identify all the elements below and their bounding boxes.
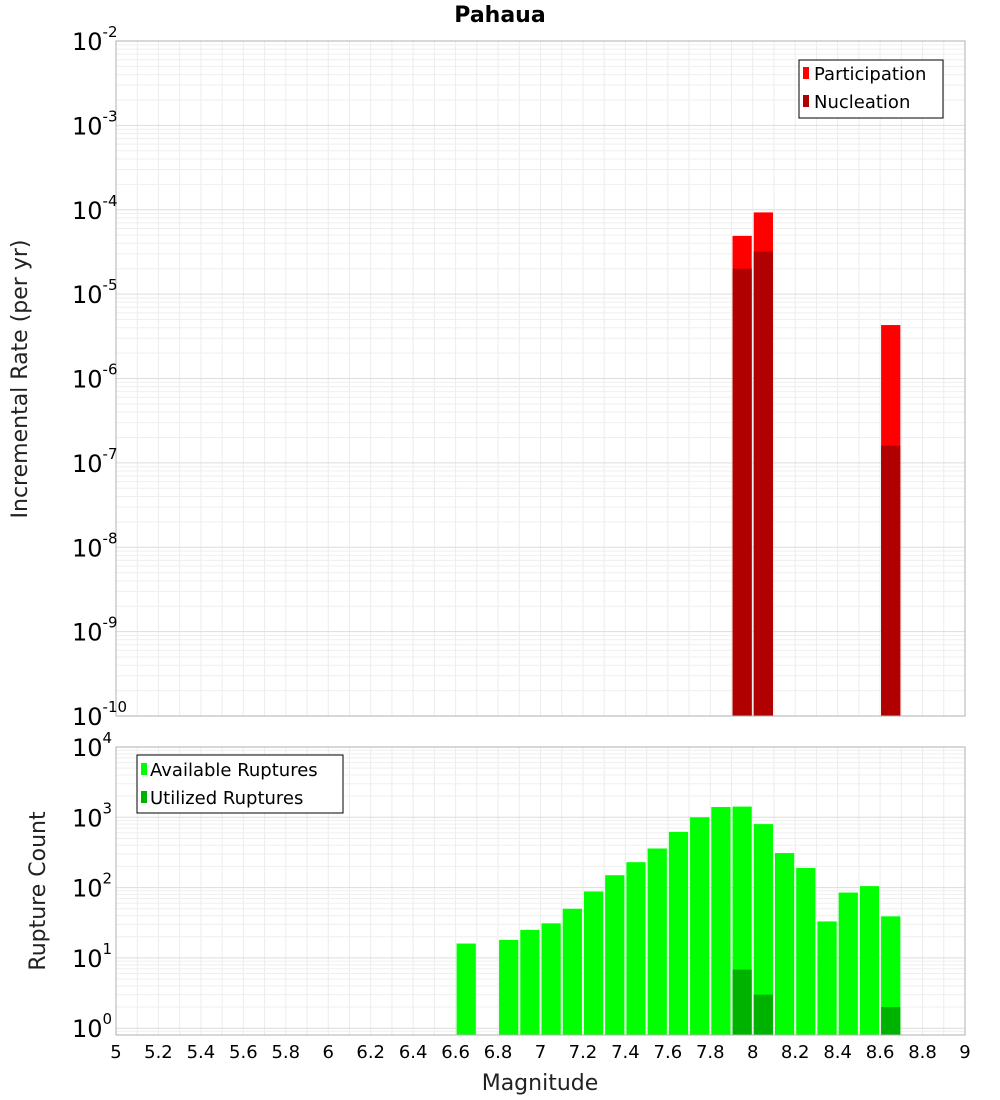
x-tick-label: 5.2 [144,1042,173,1063]
chart-title: Pahaua [454,3,545,28]
x-tick-label: 7 [535,1042,546,1063]
legend-swatch-participation [803,67,809,79]
bottom-bars [456,806,901,1035]
count-bar-available-ruptures [859,886,880,1035]
y-tick-label: 10-4 [72,192,118,225]
x-tick-label: 7.6 [654,1042,683,1063]
bottom-y-axis-label: Rupture Count [26,811,51,971]
y-tick-label: 100 [72,1010,112,1043]
top-plot-border [115,40,966,717]
x-tick-label: 6.2 [356,1042,385,1063]
x-tick-label: 5.8 [271,1042,300,1063]
count-bar-available-ruptures [520,929,540,1035]
y-tick-label: 102 [72,870,112,903]
legend-swatch-available-ruptures [141,763,147,775]
legend-label-available-ruptures: Available Ruptures [150,760,318,781]
y-tick-label: 10-10 [72,698,127,731]
legend-label-nucleation: Nucleation [814,92,910,113]
bottom-legend-box [136,754,344,814]
x-tick-label: 6.8 [484,1042,513,1063]
legend-label-participation: Participation [814,64,926,85]
count-bar-available-ruptures [562,908,582,1035]
count-bar-available-ruptures [753,824,773,1035]
bottom-plot-border [115,746,966,1036]
top-legend-box [798,59,944,119]
count-bar-available-ruptures [838,892,858,1035]
rate-bar-nucleation [881,445,901,716]
x-tick-label: 6 [323,1042,334,1063]
y-tick-label: 10-5 [72,276,118,309]
x-tick-label: 8.8 [908,1042,937,1063]
x-tick-label: 5.6 [229,1042,258,1063]
x-tick-label: 9 [959,1042,970,1063]
count-bar-utilized-ruptures [732,969,752,1035]
x-axis-label: Magnitude [482,1071,599,1096]
bottom-y-ticks: 100 101 102 103 104 [72,729,112,1043]
count-bar-available-ruptures [626,862,646,1035]
bottom-legend: Available Ruptures Utilized Ruptures [136,754,344,814]
top-panel: 10-10 10-9 10-8 10-7 10-6 10-5 10-4 10-3 10-2 In… [8,23,966,731]
y-tick-label: 10-6 [72,361,118,394]
count-bar-utilized-ruptures [753,994,773,1035]
count-bar-available-ruptures [456,943,476,1035]
count-bar-available-ruptures [774,853,795,1035]
x-tick-label: 8 [747,1042,758,1063]
y-tick-label: 10-8 [72,529,118,562]
legend-swatch-utilized-ruptures [141,791,147,803]
y-tick-label: 10-2 [72,23,118,56]
y-tick-label: 101 [72,940,112,973]
rate-bar-nucleation [732,268,752,716]
count-bar-available-ruptures [541,923,561,1035]
x-tick-label: 8.4 [823,1042,852,1063]
x-tick-label: 7.8 [696,1042,725,1063]
x-tick-label: 7.2 [569,1042,598,1063]
x-tick-label: 8.2 [781,1042,810,1063]
bottom-panel: 100 101 102 103 104 5 5.2 5.4 5.6 5.8 6 6.2 6.4 6.6 6… [26,729,971,1096]
count-bar-available-ruptures [881,916,901,1035]
count-bar-utilized-ruptures [881,1007,901,1035]
x-tick-label: 6.4 [399,1042,428,1063]
x-tick-label: 5 [110,1042,121,1063]
top-y-ticks: 10-10 10-9 10-8 10-7 10-6 10-5 10-4 10-3 10-2 [72,23,127,731]
rate-bar-nucleation [753,251,773,716]
count-bar-available-ruptures [817,921,837,1035]
legend-swatch-nucleation [803,95,809,107]
x-tick-label: 5.4 [187,1042,216,1063]
x-tick-label: 7.4 [611,1042,640,1063]
count-bar-available-ruptures [668,831,689,1035]
top-y-axis-label: Incremental Rate (per yr) [8,240,33,519]
y-tick-label: 10-9 [72,614,118,647]
count-bar-available-ruptures [711,807,731,1035]
top-grid [116,41,965,716]
count-bar-available-ruptures [796,867,816,1035]
legend-label-utilized-ruptures: Utilized Ruptures [150,788,303,809]
x-tick-label: 6.6 [441,1042,470,1063]
count-bar-available-ruptures [583,891,604,1035]
y-tick-label: 104 [72,729,112,762]
count-bar-available-ruptures [690,817,710,1035]
count-bar-available-ruptures [499,939,519,1035]
y-tick-label: 103 [72,799,112,832]
y-tick-label: 10-7 [72,445,118,478]
top-legend: Participation Nucleation [798,59,944,119]
top-bars [732,212,901,717]
count-bar-available-ruptures [605,875,625,1035]
bottom-x-ticks: 5 5.2 5.4 5.6 5.8 6 6.2 6.4 6.6 6.8 7 7.2 7.4 7.6 7.8 8… [110,1042,970,1063]
x-tick-label: 8.6 [866,1042,895,1063]
count-bar-available-ruptures [647,848,667,1035]
y-tick-label: 10-3 [72,107,118,140]
